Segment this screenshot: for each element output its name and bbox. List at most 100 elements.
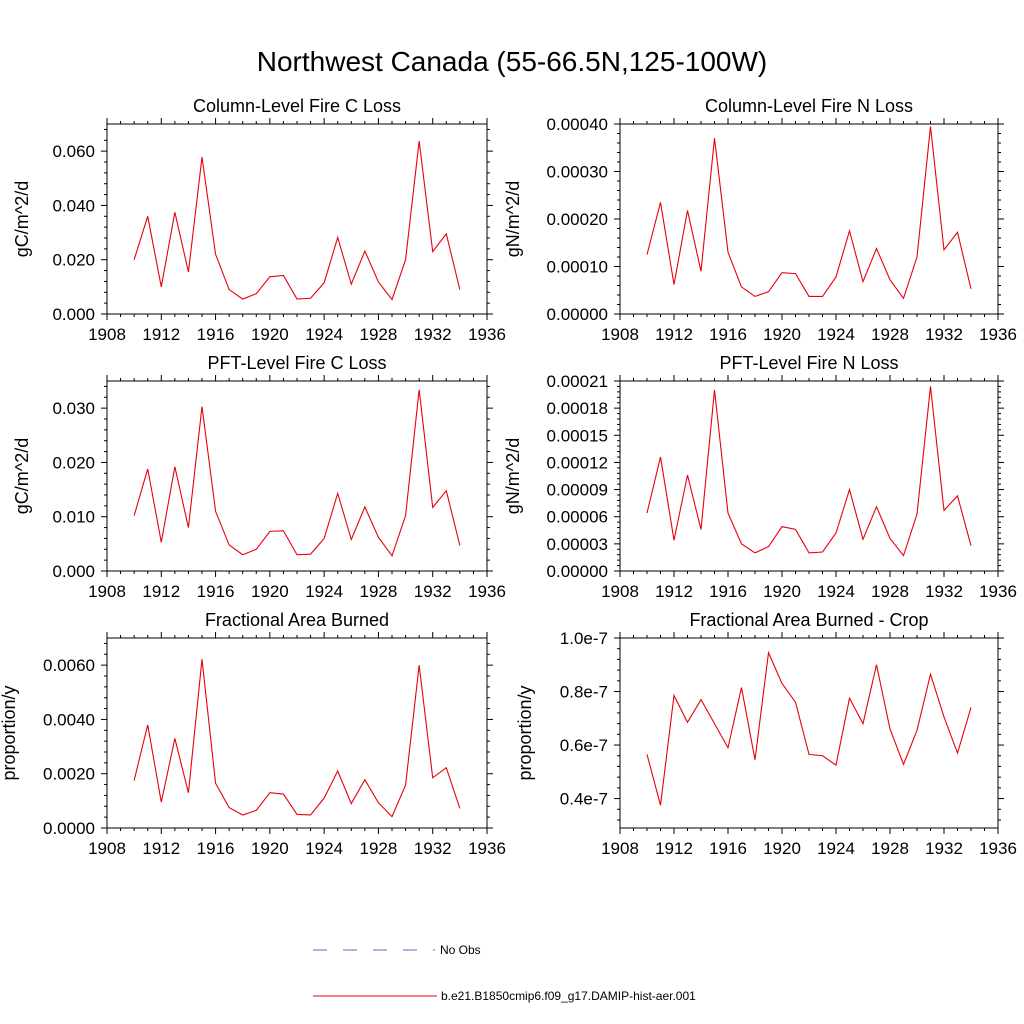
y-tick-label: 0.00015 xyxy=(547,426,608,445)
y-axis-label: proportion/y xyxy=(515,685,535,780)
y-axis-label: proportion/y xyxy=(0,685,19,780)
x-tick-label: 1908 xyxy=(88,582,126,601)
x-tick-label: 1912 xyxy=(655,839,693,858)
x-tick-label: 1916 xyxy=(709,582,747,601)
x-tick-label: 1912 xyxy=(142,839,180,858)
x-tick-label: 1936 xyxy=(979,582,1017,601)
y-tick-label: 0.000 xyxy=(52,562,95,581)
y-tick-label: 1.0e-7 xyxy=(560,629,608,648)
chart-3-pft-level-fire-c-loss: 1908 1912 1916 1920 1924 1928 1932 1936 0.000 0.0… xyxy=(12,353,506,601)
x-tick-label: 1928 xyxy=(360,839,398,858)
chart-title: Column-Level Fire N Loss xyxy=(705,96,913,116)
y-tick-label: 0.00012 xyxy=(547,453,608,472)
legend-entry-model-run: b.e21.B1850cmip6.f09_g17.DAMIP-hist-aer.… xyxy=(313,989,696,1003)
legend-entry-no-obs: No Obs xyxy=(313,943,481,957)
x-tick-label: 1932 xyxy=(925,325,963,344)
x-tick-label: 1932 xyxy=(925,839,963,858)
plot-frame xyxy=(106,123,488,315)
y-tick-label: 0.060 xyxy=(52,142,95,161)
x-tick-label: 1924 xyxy=(817,325,855,344)
plot-frame xyxy=(619,123,999,315)
x-tick-label: 1928 xyxy=(871,839,909,858)
y-axis-label: gN/m^2/d xyxy=(503,438,523,514)
x-tick-label: 1908 xyxy=(88,325,126,344)
x-tick-label: 1916 xyxy=(197,582,235,601)
x-tick-label: 1908 xyxy=(601,325,639,344)
x-tick-label: 1928 xyxy=(360,582,398,601)
y-tick-label: 0.00010 xyxy=(547,258,608,277)
chart-1-column-level-fire-c-loss: 1908 1912 1916 1920 1924 1928 1932 1936 0.000 0.0… xyxy=(12,96,506,344)
chart-6-fractional-area-burned-crop: 1908 1912 1916 1920 1924 1928 1932 1936 0.4e-7 0.… xyxy=(515,610,1017,858)
y-tick-label: 0.0040 xyxy=(43,710,95,729)
y-tick-label: 0.4e-7 xyxy=(560,790,608,809)
legend: No Obs b.e21.B1850cmip6.f09_g17.DAMIP-hi… xyxy=(313,943,696,1003)
x-tick-label: 1908 xyxy=(88,839,126,858)
y-tick-label: 0.040 xyxy=(52,196,95,215)
series-line xyxy=(646,650,972,806)
x-tick-label: 1920 xyxy=(763,582,801,601)
series-line xyxy=(133,389,461,557)
x-tick-label: 1928 xyxy=(360,325,398,344)
figure-title: Northwest Canada (55-66.5N,125-100W) xyxy=(256,46,768,77)
series-line xyxy=(133,659,461,818)
x-tick-label: 1916 xyxy=(709,325,747,344)
y-tick-label: 0.0060 xyxy=(43,656,95,675)
x-tick-label: 1916 xyxy=(197,839,235,858)
x-tick-label: 1920 xyxy=(251,839,289,858)
legend-label-model-run: b.e21.B1850cmip6.f09_g17.DAMIP-hist-aer.… xyxy=(441,989,696,1003)
y-tick-label: 0.00030 xyxy=(547,163,608,182)
y-tick-label: 0.020 xyxy=(52,453,95,472)
y-tick-label: 0.000 xyxy=(52,305,95,324)
y-axis-label: gC/m^2/d xyxy=(12,181,32,257)
y-tick-label: 0.00000 xyxy=(547,562,608,581)
y-axis-label: gN/m^2/d xyxy=(503,181,523,257)
x-tick-label: 1920 xyxy=(763,325,801,344)
y-tick-label: 0.00040 xyxy=(547,115,608,134)
x-tick-label: 1920 xyxy=(251,325,289,344)
x-tick-label: 1912 xyxy=(655,325,693,344)
chart-title: Column-Level Fire C Loss xyxy=(193,96,401,116)
x-tick-label: 1920 xyxy=(251,582,289,601)
x-tick-label: 1912 xyxy=(142,582,180,601)
series-line xyxy=(646,386,972,557)
chart-title: Fractional Area Burned - Crop xyxy=(689,610,928,630)
y-tick-label: 0.0000 xyxy=(43,819,95,838)
x-tick-label: 1924 xyxy=(305,839,343,858)
series-line xyxy=(133,141,461,301)
x-tick-label: 1916 xyxy=(709,839,747,858)
x-tick-label: 1928 xyxy=(871,325,909,344)
x-tick-label: 1912 xyxy=(142,325,180,344)
legend-label-no-obs: No Obs xyxy=(440,943,481,957)
x-tick-label: 1936 xyxy=(468,325,506,344)
y-tick-label: 0.00009 xyxy=(547,481,608,500)
x-tick-label: 1916 xyxy=(197,325,235,344)
y-tick-label: 0.00021 xyxy=(547,372,608,391)
x-tick-label: 1928 xyxy=(871,582,909,601)
x-tick-label: 1936 xyxy=(979,839,1017,858)
chart-title: Fractional Area Burned xyxy=(205,610,389,630)
x-tick-label: 1920 xyxy=(763,839,801,858)
chart-panels: 1908 1912 1916 1920 1924 1928 1932 1936 0.000 0.0… xyxy=(0,96,1017,858)
chart-2-column-level-fire-n-loss: 1908 1912 1916 1920 1924 1928 1932 1936 0.00000 0… xyxy=(503,96,1017,344)
chart-5-fractional-area-burned: 1908 1912 1916 1920 1924 1928 1932 1936 0.0000 0.… xyxy=(0,610,506,858)
y-tick-label: 0.00006 xyxy=(547,508,608,527)
y-tick-label: 0.00000 xyxy=(547,305,608,324)
y-tick-label: 0.030 xyxy=(52,399,95,418)
x-tick-label: 1932 xyxy=(414,325,452,344)
y-tick-label: 0.020 xyxy=(52,251,95,270)
x-tick-label: 1936 xyxy=(468,582,506,601)
y-tick-label: 0.010 xyxy=(52,508,95,527)
y-tick-label: 0.0020 xyxy=(43,765,95,784)
series-line xyxy=(646,126,972,300)
x-tick-label: 1932 xyxy=(414,839,452,858)
x-tick-label: 1908 xyxy=(601,839,639,858)
chart-title: PFT-Level Fire C Loss xyxy=(207,353,386,373)
x-tick-label: 1924 xyxy=(817,839,855,858)
plot-frame xyxy=(106,637,488,829)
chart-4-pft-level-fire-n-loss: 1908 1912 1916 1920 1924 1928 1932 1936 0.00000 0… xyxy=(503,353,1017,601)
x-tick-label: 1908 xyxy=(601,582,639,601)
plot-frame xyxy=(619,380,999,572)
x-tick-label: 1936 xyxy=(468,839,506,858)
x-tick-label: 1924 xyxy=(305,325,343,344)
